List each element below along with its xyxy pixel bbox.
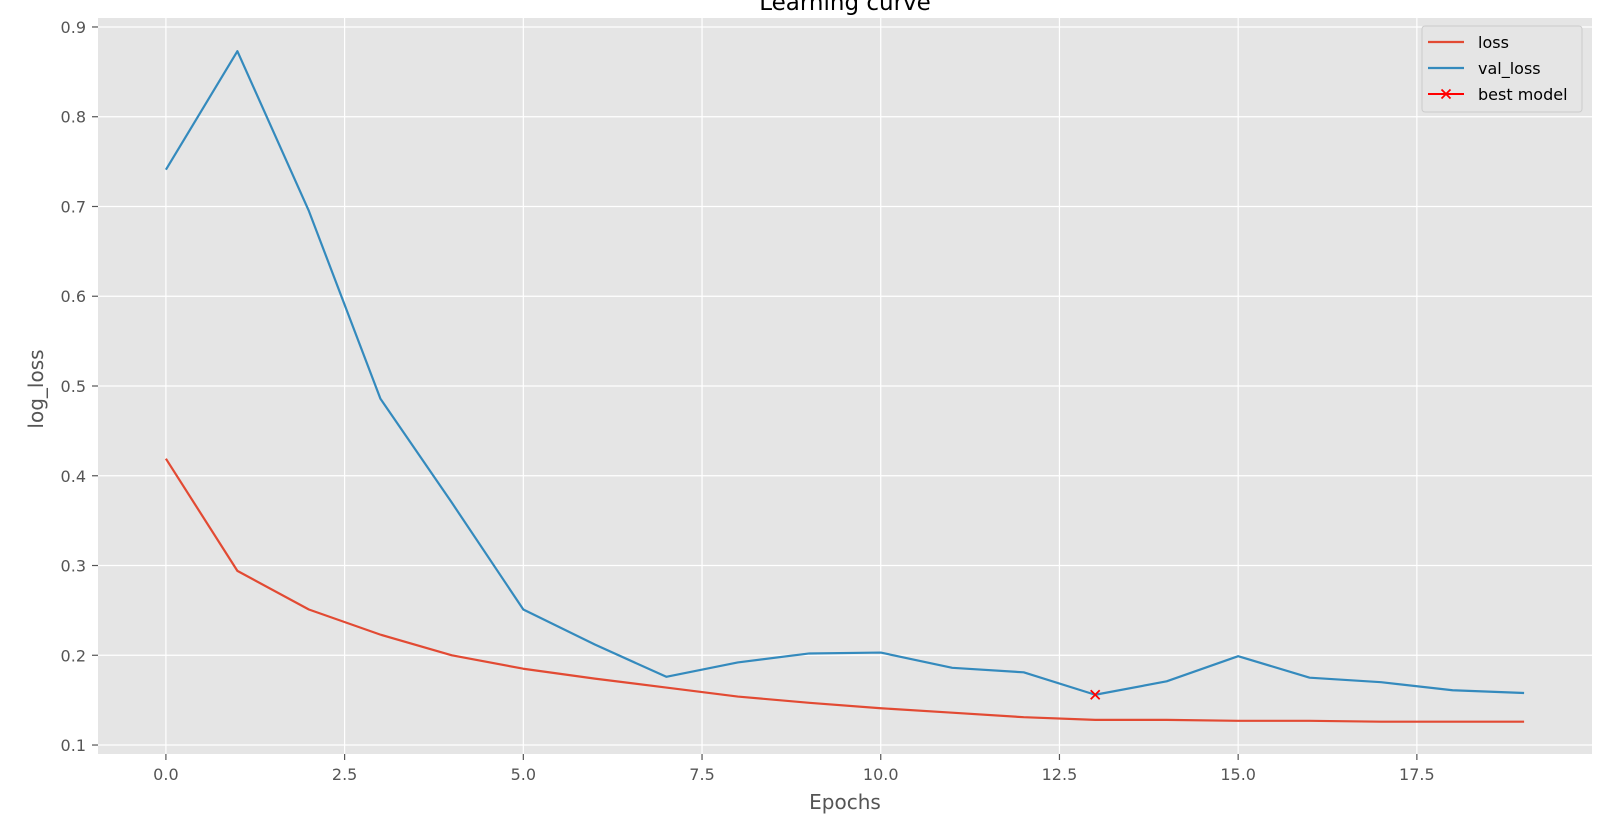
y-tick-label: 0.1: [61, 736, 86, 755]
legend-label-loss: loss: [1478, 33, 1509, 52]
chart-title: Learning curve: [759, 0, 931, 16]
y-tick-label: 0.3: [61, 557, 86, 576]
x-tick-label: 2.5: [332, 765, 357, 784]
series-line-val-loss: [164, 50, 1525, 696]
x-tick-label: 15.0: [1220, 765, 1256, 784]
x-tick-label: 12.5: [1042, 765, 1078, 784]
x-tick-label: 17.5: [1399, 765, 1435, 784]
y-axis-label: log_loss: [24, 349, 48, 428]
legend-marker-stroke: [1440, 88, 1452, 100]
series-line-loss: [164, 458, 1525, 723]
x-tick-label: 10.0: [863, 765, 899, 784]
x-tick-label: 5.0: [511, 765, 536, 784]
y-tick-label: 0.8: [61, 108, 86, 127]
axis-ticks: 0.0 2.5 5.0 7.5 10.0 12.5 15.0 17.5 0.1 0.2 0.3 0.4…: [61, 18, 1435, 784]
y-tick-label: 0.2: [61, 646, 86, 665]
y-tick-label: 0.6: [61, 287, 86, 306]
legend-label-val-loss: val_loss: [1478, 59, 1541, 79]
y-tick-label: 0.7: [61, 197, 86, 216]
grid-lines: [98, 18, 1592, 754]
x-tick-label: 7.5: [689, 765, 714, 784]
y-tick-label: 0.9: [61, 18, 86, 37]
y-tick-label: 0.5: [61, 377, 86, 396]
series-lines: [164, 50, 1525, 723]
y-tick-label: 0.4: [61, 467, 86, 486]
marker-stroke: [1090, 689, 1101, 700]
markers: [1090, 689, 1101, 700]
legend-box: [1421, 25, 1583, 113]
x-tick-label: 0.0: [153, 765, 178, 784]
best-model-marker: [1090, 689, 1101, 700]
legend-label-best-model: best model: [1478, 85, 1568, 104]
x-axis-label: Epochs: [809, 790, 881, 814]
